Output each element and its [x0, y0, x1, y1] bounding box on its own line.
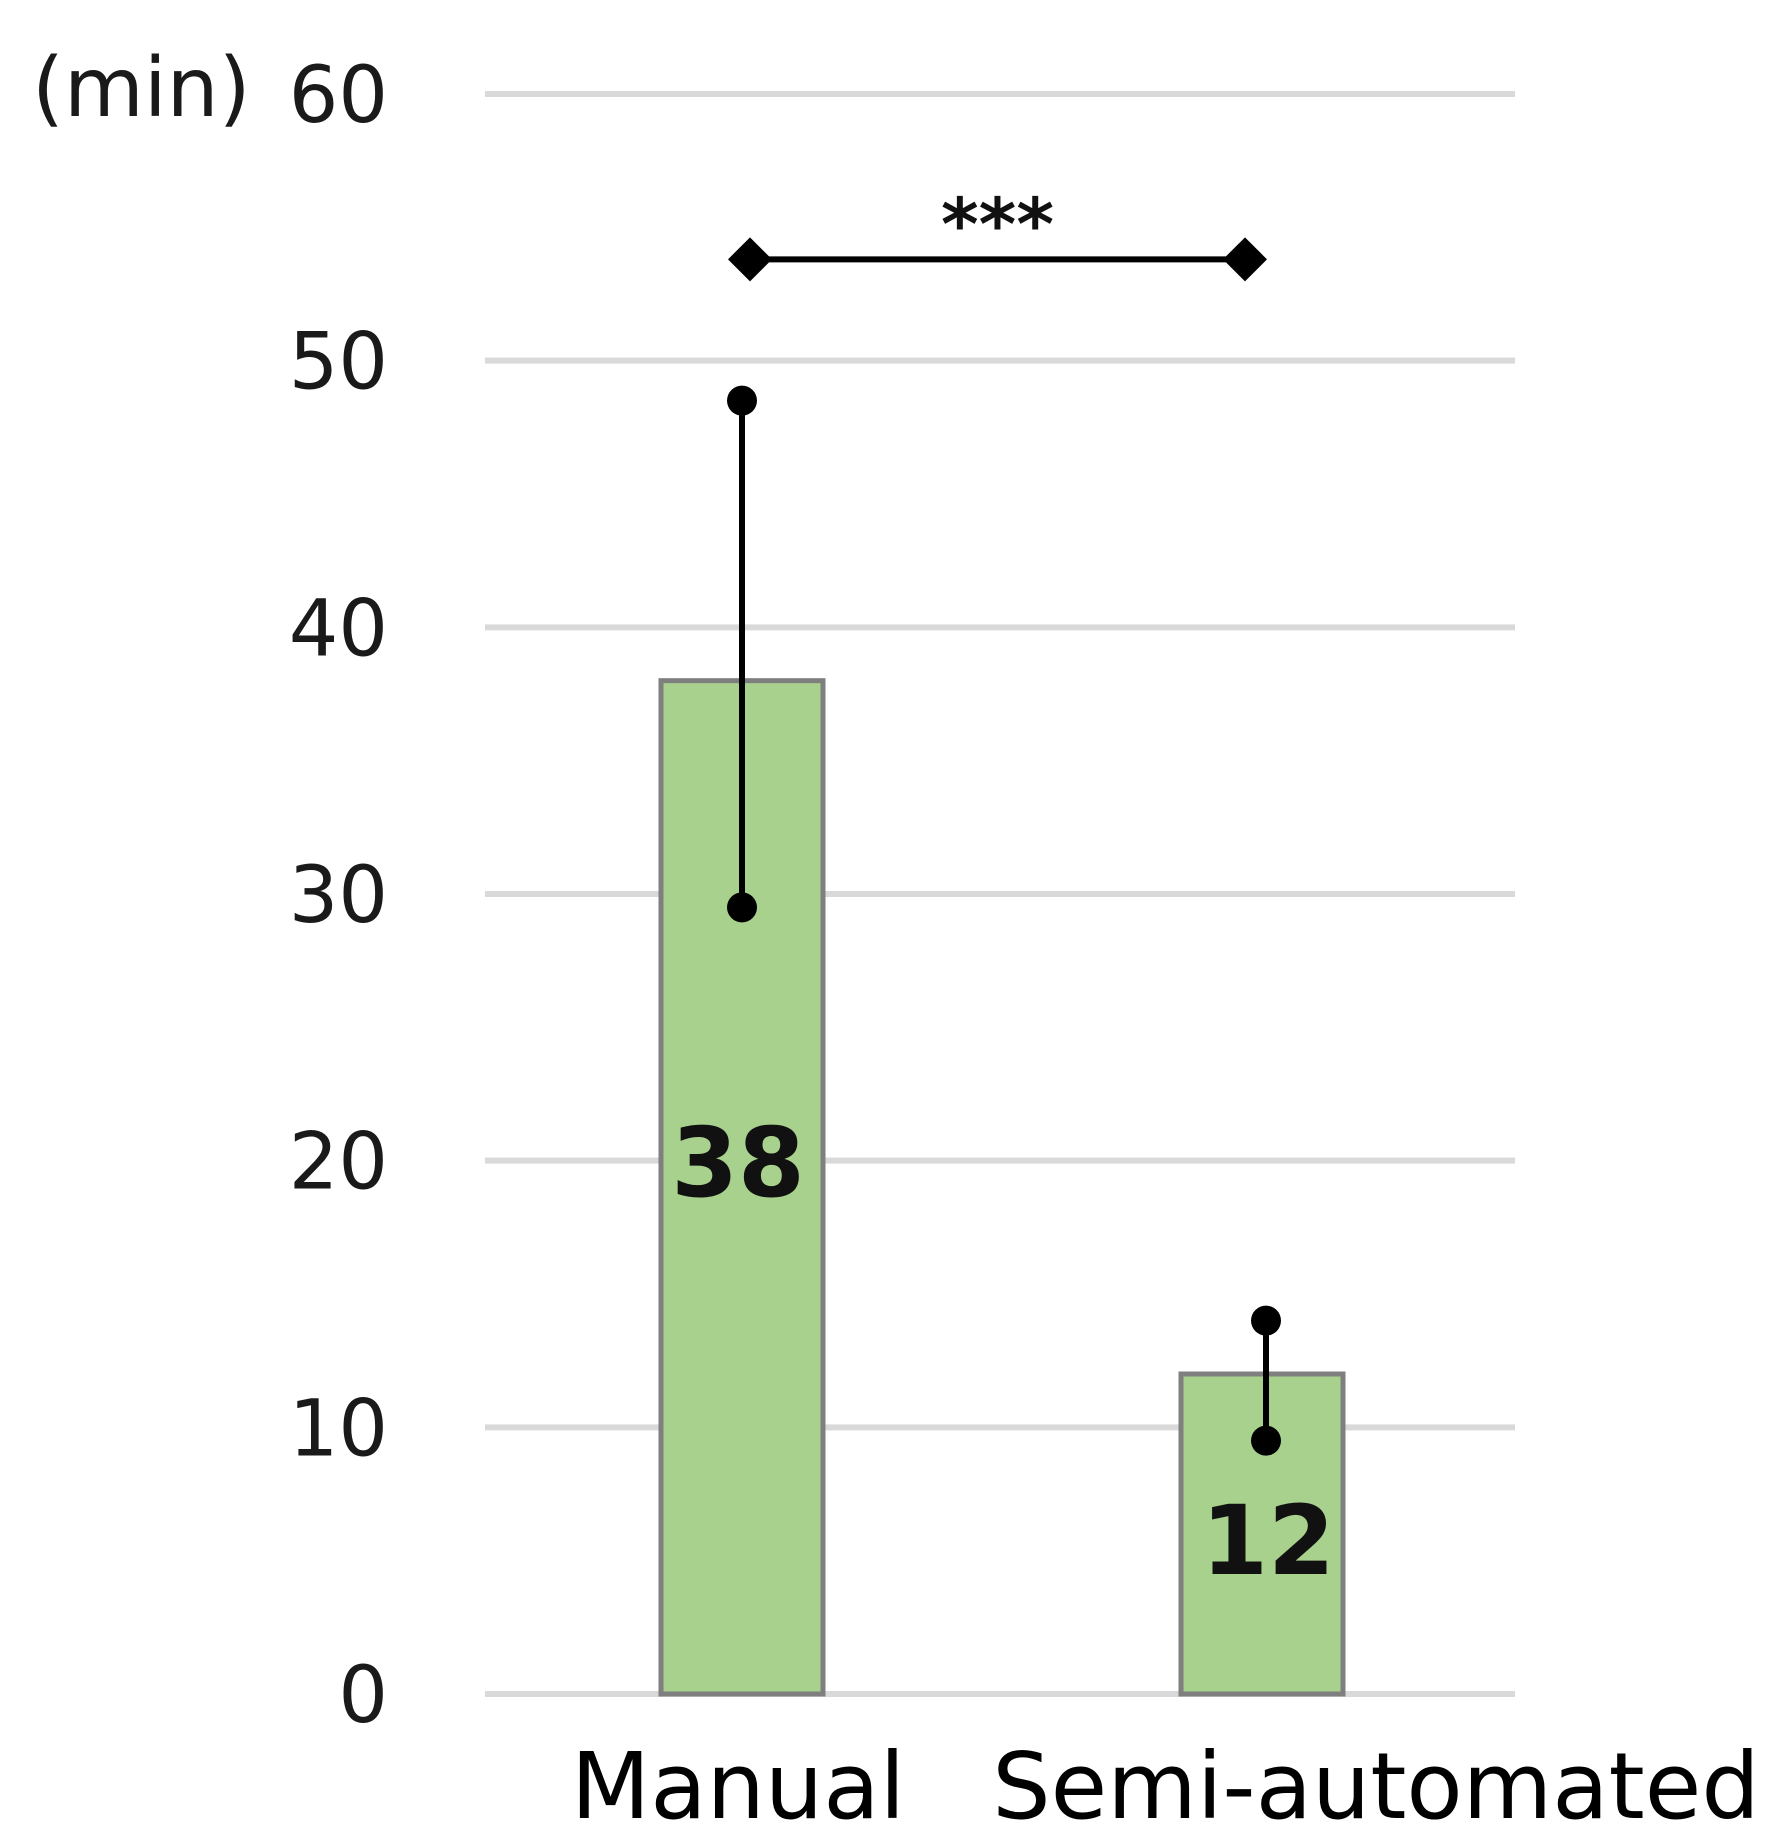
error-bar-high-marker: [727, 385, 757, 416]
y-tick-label: 30: [289, 851, 388, 941]
y-tick-label: 40: [289, 584, 388, 674]
error-bar-high-marker: [1251, 1305, 1281, 1336]
significance-label: ***: [941, 182, 1054, 266]
y-tick-label: 50: [289, 318, 388, 408]
y-tick-label: 20: [289, 1118, 388, 1208]
x-category-label: Manual: [571, 1733, 905, 1840]
y-tick-label: 10: [289, 1384, 388, 1474]
error-bar-low-marker: [1251, 1425, 1281, 1456]
y-tick-label: 0: [338, 1651, 388, 1741]
error-bar-low-marker: [727, 892, 757, 923]
data-label: 38: [671, 1107, 805, 1219]
data-label: 12: [1201, 1485, 1335, 1597]
significance-diamond-marker: [728, 237, 772, 282]
y-axis-tick-labels: 0 10 20 30 40 50 60: [289, 51, 388, 1741]
gridlines: [485, 91, 1515, 1697]
y-axis-unit-label: (min): [32, 41, 251, 136]
data-labels: 38 12: [671, 1107, 1335, 1597]
significance-diamond-marker: [1223, 237, 1267, 282]
error-bars: [727, 385, 1281, 1456]
y-tick-label: 60: [289, 51, 388, 141]
x-category-label: Semi-automated: [992, 1733, 1760, 1840]
x-axis-category-labels: Manual Semi-automated: [571, 1733, 1760, 1840]
significance-bracket: ***: [728, 182, 1267, 282]
